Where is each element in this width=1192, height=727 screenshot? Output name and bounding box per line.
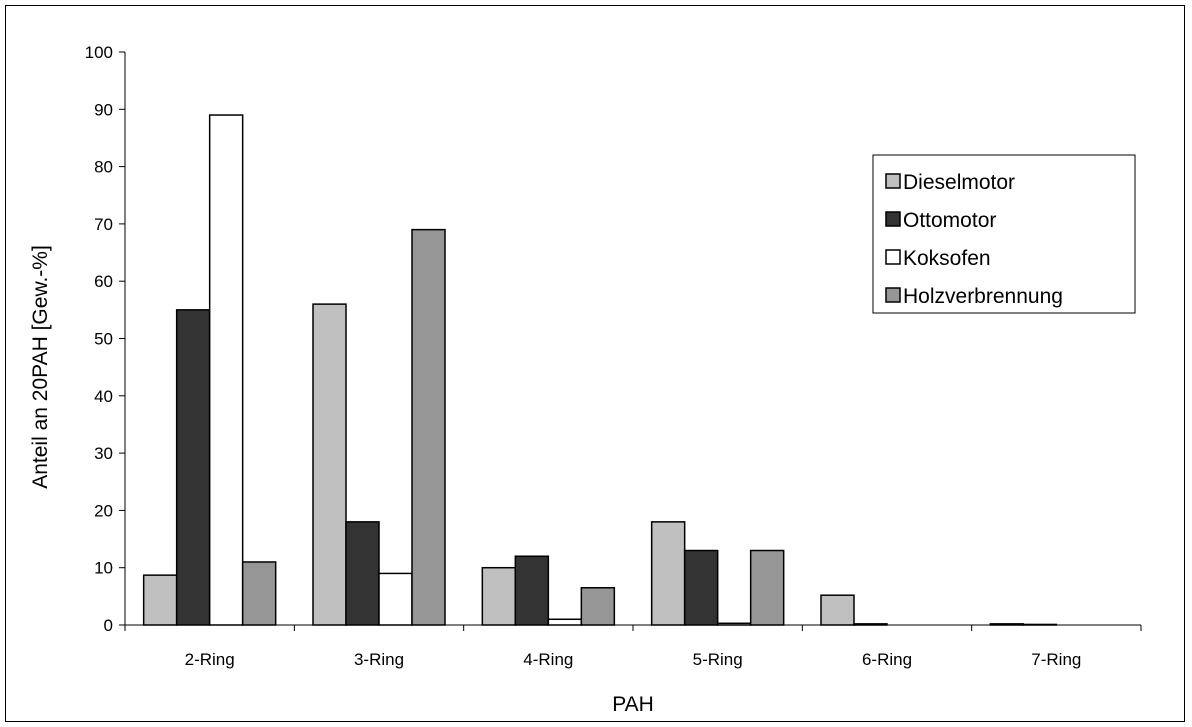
x-tick-label: 2-Ring <box>185 650 235 669</box>
x-tick-label: 5-Ring <box>693 650 743 669</box>
y-tick-label: 80 <box>94 158 113 177</box>
bar <box>580 587 616 626</box>
y-axis-title: Anteil an 20PAH [Gew.-%] <box>29 245 52 489</box>
bar <box>716 622 752 626</box>
legend-swatch <box>885 211 901 227</box>
x-axis-title: PAH <box>612 693 654 716</box>
bar <box>312 303 347 626</box>
bars <box>142 114 1058 626</box>
x-tick-label: 4-Ring <box>523 650 573 669</box>
legend-label: Ottomotor <box>903 209 996 232</box>
bar <box>683 549 719 626</box>
x-tick-label: 6-Ring <box>862 650 912 669</box>
x-tick-label: 7-Ring <box>1031 650 1081 669</box>
bar <box>411 228 446 626</box>
legend-box <box>872 154 1136 314</box>
bar <box>208 114 244 626</box>
legend-label: Holzverbrennung <box>903 285 1063 308</box>
y-axis: 0 10 20 30 40 50 60 70 80 90 100 <box>85 43 126 635</box>
y-tick-label: 20 <box>94 501 113 520</box>
y-tick-label: 10 <box>94 559 113 578</box>
y-tick-label: 60 <box>94 272 113 291</box>
y-tick-label: 70 <box>94 215 113 234</box>
legend-swatch <box>885 173 901 189</box>
bar <box>650 521 686 626</box>
y-tick-label: 40 <box>94 387 113 406</box>
bar <box>142 574 178 626</box>
legend-label: Dieselmotor <box>903 171 1015 194</box>
bar <box>1022 623 1058 626</box>
bar <box>820 594 855 626</box>
bar <box>241 561 277 626</box>
bar <box>989 623 1025 626</box>
legend-swatch <box>885 287 901 303</box>
y-tick-label: 90 <box>94 100 113 119</box>
bar <box>378 572 413 626</box>
bar <box>481 566 517 626</box>
x-axis: 2-Ring 3-Ring 4-Ring 5-Ring 6-Ring 7-Ring <box>124 624 1142 669</box>
bar <box>345 521 380 626</box>
y-tick-label: 100 <box>85 43 113 62</box>
legend: Dieselmotor Ottomotor Koksofen Holzverbrenn… <box>872 154 1136 314</box>
bar <box>514 555 550 626</box>
x-tick-label: 3-Ring <box>354 650 404 669</box>
y-tick-label: 50 <box>94 330 113 349</box>
bar <box>853 623 888 626</box>
bar <box>749 549 785 626</box>
bar <box>175 309 211 626</box>
y-tick-label: 30 <box>94 444 113 463</box>
legend-label: Koksofen <box>903 247 991 270</box>
y-tick-label: 0 <box>104 616 113 635</box>
legend-swatch <box>885 249 901 265</box>
bar <box>547 618 583 626</box>
